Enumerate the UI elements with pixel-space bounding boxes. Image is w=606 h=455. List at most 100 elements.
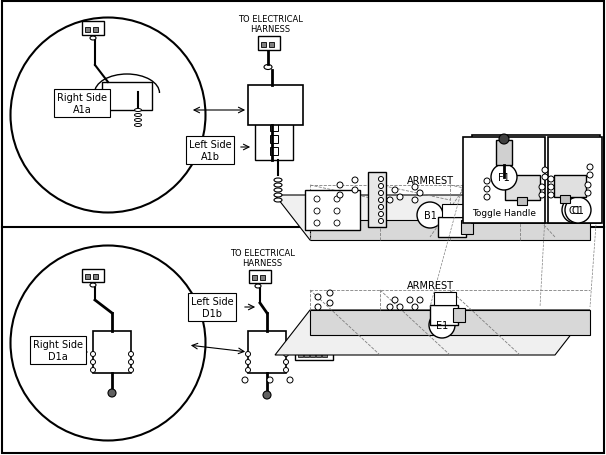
Text: E1: E1	[436, 320, 448, 330]
Bar	[93, 28, 98, 33]
Text: F1: F1	[498, 172, 510, 182]
Text: C1: C1	[571, 206, 584, 216]
Ellipse shape	[135, 109, 141, 112]
Circle shape	[245, 352, 250, 357]
Circle shape	[245, 360, 250, 365]
Circle shape	[315, 294, 321, 300]
Polygon shape	[275, 310, 590, 355]
Bar	[472, 136, 600, 223]
Bar	[548, 138, 602, 223]
Bar	[93, 331, 131, 373]
Circle shape	[562, 197, 588, 223]
Circle shape	[352, 177, 358, 184]
Circle shape	[417, 298, 423, 303]
Bar	[85, 274, 90, 279]
Bar	[248, 86, 303, 126]
Bar	[305, 191, 360, 231]
Bar	[270, 136, 278, 144]
Bar	[249, 270, 271, 283]
Circle shape	[90, 368, 96, 373]
Circle shape	[379, 184, 384, 189]
Circle shape	[327, 300, 333, 306]
Circle shape	[565, 197, 591, 223]
Circle shape	[484, 187, 490, 192]
Circle shape	[407, 298, 413, 303]
Bar	[461, 221, 473, 234]
Bar	[438, 217, 466, 238]
Circle shape	[539, 192, 545, 198]
Circle shape	[245, 368, 250, 373]
Text: TO ELECTRICAL
HARNESS: TO ELECTRICAL HARNESS	[238, 15, 302, 34]
Bar	[430, 305, 458, 325]
Circle shape	[334, 221, 340, 227]
Circle shape	[542, 167, 548, 174]
Circle shape	[284, 352, 288, 357]
Bar	[255, 106, 293, 161]
Bar	[252, 275, 257, 280]
Text: Right Side
A1a: Right Side A1a	[57, 93, 107, 115]
Bar	[82, 22, 104, 36]
Circle shape	[337, 192, 343, 198]
Circle shape	[379, 198, 384, 203]
Bar	[496, 141, 512, 166]
Bar	[310, 340, 315, 347]
Circle shape	[585, 182, 591, 188]
Circle shape	[392, 298, 398, 303]
Bar	[560, 196, 570, 203]
Circle shape	[379, 205, 384, 210]
Circle shape	[379, 212, 384, 217]
Bar	[453, 308, 465, 322]
Bar	[368, 172, 386, 228]
Circle shape	[587, 165, 593, 171]
Bar	[298, 340, 303, 347]
Text: ARMREST: ARMREST	[407, 280, 453, 290]
Circle shape	[334, 208, 340, 214]
Circle shape	[90, 360, 96, 365]
Circle shape	[484, 179, 490, 185]
Circle shape	[387, 197, 393, 203]
Circle shape	[128, 368, 133, 373]
Text: ARMREST: ARMREST	[407, 176, 453, 186]
Ellipse shape	[135, 124, 141, 127]
Ellipse shape	[255, 284, 261, 288]
Circle shape	[392, 187, 398, 193]
Circle shape	[379, 219, 384, 224]
Bar	[270, 124, 278, 131]
Bar	[316, 340, 321, 347]
Bar	[295, 334, 333, 360]
Circle shape	[284, 368, 288, 373]
Circle shape	[412, 304, 418, 310]
Ellipse shape	[274, 193, 282, 197]
Circle shape	[90, 352, 96, 357]
Bar	[322, 340, 327, 347]
Ellipse shape	[274, 198, 282, 202]
Circle shape	[417, 191, 423, 197]
Circle shape	[585, 191, 591, 197]
Bar	[93, 274, 98, 279]
Ellipse shape	[264, 66, 272, 71]
Circle shape	[417, 202, 443, 228]
Circle shape	[128, 360, 133, 365]
Circle shape	[379, 191, 384, 196]
Circle shape	[499, 135, 509, 145]
Bar	[434, 293, 456, 305]
Text: TO ELECTRICAL
HARNESS: TO ELECTRICAL HARNESS	[230, 248, 295, 268]
Bar	[310, 350, 315, 357]
Circle shape	[387, 304, 393, 310]
Bar	[261, 43, 266, 48]
Bar	[322, 350, 327, 357]
Circle shape	[429, 312, 455, 338]
Circle shape	[128, 352, 133, 357]
Bar	[298, 350, 303, 357]
Circle shape	[379, 177, 384, 182]
Circle shape	[484, 195, 490, 201]
Circle shape	[542, 175, 548, 181]
Circle shape	[397, 195, 403, 201]
Ellipse shape	[135, 119, 141, 122]
Circle shape	[539, 185, 545, 191]
Circle shape	[587, 172, 593, 179]
Circle shape	[548, 177, 554, 182]
Bar	[442, 205, 464, 217]
Bar	[82, 269, 104, 283]
Circle shape	[352, 187, 358, 193]
